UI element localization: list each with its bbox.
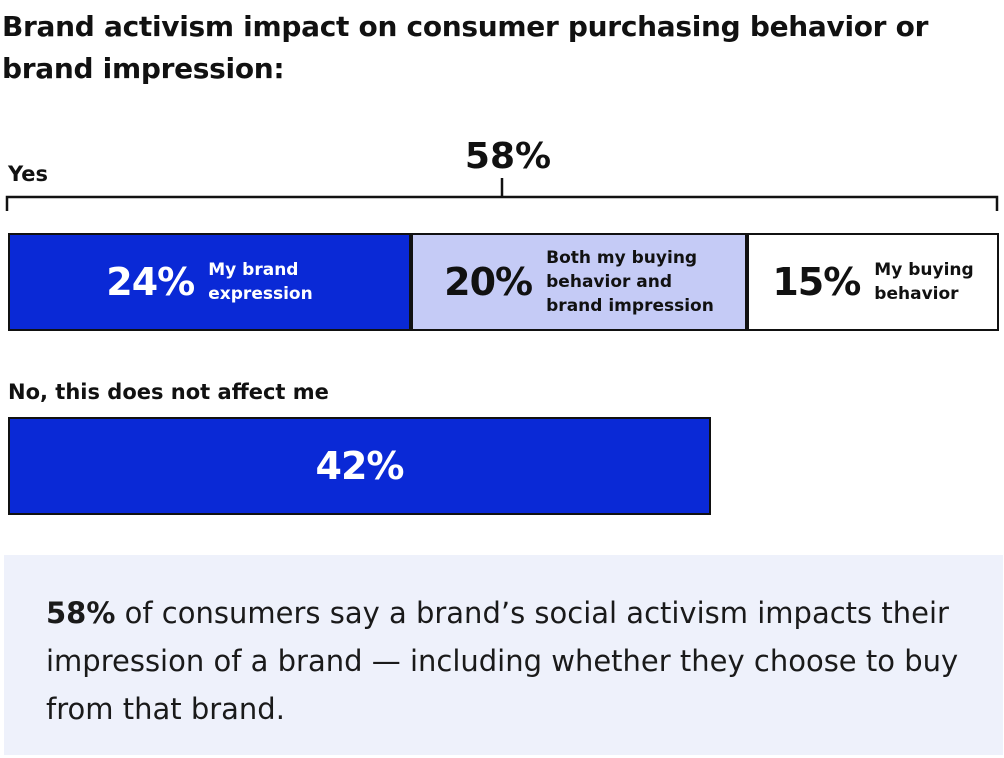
summary-highlight: 58% — [46, 596, 116, 630]
yes-total-label: 58% — [464, 136, 552, 177]
yes-segment-1-label: My brand expression — [208, 260, 313, 304]
yes-segment-2-value: 20% — [444, 260, 533, 304]
yes-segment-3-value: 15% — [772, 260, 861, 304]
yes-segment-3: 15% My buying behavior — [747, 233, 999, 331]
summary-body: of consumers say a brand’s social activi… — [46, 596, 959, 726]
summary-text: 58% of consumers say a brand’s social ac… — [46, 589, 973, 733]
no-bar-value: 42% — [315, 444, 405, 488]
yes-segment-3-label: My buying behavior — [874, 260, 974, 304]
summary-callout: 58% of consumers say a brand’s social ac… — [4, 555, 1003, 755]
yes-bracket-line — [5, 195, 999, 211]
yes-segment-2: 20% Both my buying behavior and brand imp… — [411, 233, 747, 331]
no-group-label: No, this does not affect me — [8, 380, 329, 404]
chart-title: Brand activism impact on consumer purcha… — [2, 10, 929, 85]
yes-group-label: Yes — [8, 162, 49, 186]
yes-segment-1-value: 24% — [106, 260, 195, 304]
yes-segment-1: 24% My brand expression — [8, 233, 411, 331]
no-bar: 42% — [8, 417, 711, 515]
yes-stacked-bar: 24% My brand expression 20% Both my buying … — [8, 233, 999, 331]
yes-segment-2-label: Both my buying behavior and brand impres… — [546, 248, 714, 316]
